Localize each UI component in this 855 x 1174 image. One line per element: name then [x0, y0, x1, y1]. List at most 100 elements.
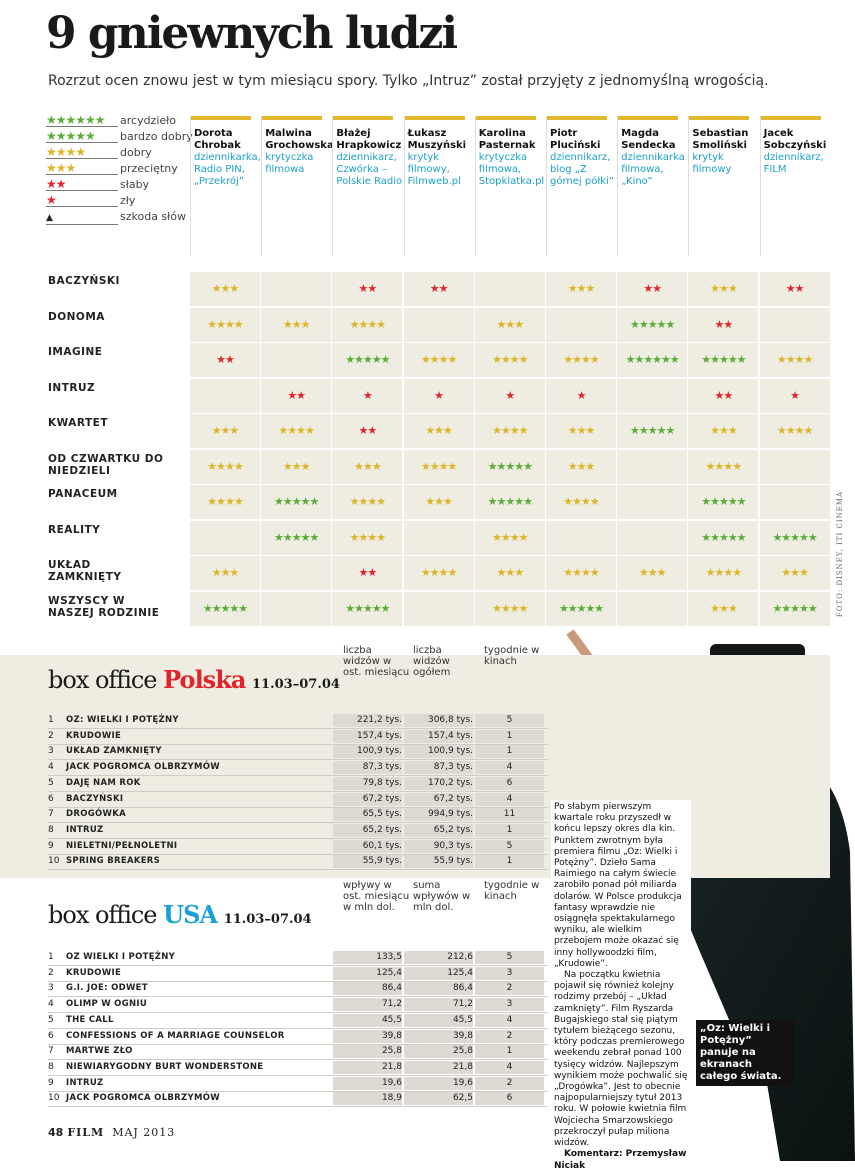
rating [617, 591, 688, 626]
value: 125,4 [404, 966, 473, 980]
row-line [48, 965, 548, 966]
film-title: OZ: WIELKI I POTĘŻNY [66, 715, 179, 725]
rating: ★★★ [759, 556, 830, 590]
value: 5 [475, 839, 544, 853]
rating: ★ [403, 378, 474, 413]
value: 3 [475, 966, 544, 980]
legend-stars: ★★★ [46, 162, 118, 175]
rating [546, 307, 616, 342]
rating: ★★ [688, 378, 759, 413]
value: 100,9 tys. [404, 745, 473, 759]
label: box office [48, 901, 158, 929]
rank: 2 [48, 967, 54, 978]
rating: ★★ [403, 272, 474, 306]
rating: ★★★ [190, 414, 260, 448]
rating: ★★★★★ [688, 485, 759, 519]
rating: ★★★★ [759, 343, 830, 377]
box-office-row: 3 G.I. JOE: ODWET 86,4 86,4 2 [48, 981, 548, 996]
film-title: INTRUZ [66, 1077, 104, 1088]
page-number: 48 [48, 1126, 64, 1139]
paragraph: Po słabym pierwszym kwartale roku przysz… [554, 802, 682, 969]
row-line [48, 1043, 548, 1045]
value: 1 [475, 1045, 544, 1059]
row-line [48, 869, 548, 871]
film-name: UKŁAD ZAMKNIĘTY [48, 559, 122, 583]
value: 157,4 tys. [333, 729, 402, 743]
box-office-row: 2 KRUDOWIE 157,4 tys. 157,4 tys. 1 [48, 729, 548, 744]
critic-description: dziennikarz, FILM [763, 152, 824, 175]
rating: ★★★★★ [759, 520, 830, 555]
value: 45,5 [404, 1013, 473, 1027]
rating: ★★★ [688, 272, 759, 306]
rank: 1 [48, 952, 54, 962]
row-line [48, 1074, 548, 1076]
row-line [48, 790, 548, 792]
row-line [48, 759, 548, 761]
rating: ★★★★★ [474, 449, 545, 484]
value: 212,6 [404, 951, 473, 964]
rating: ★★★ [474, 307, 545, 342]
value: 125,4 [333, 966, 402, 980]
rating: ★★★★ [403, 556, 474, 590]
critic-description: krytyczka filmowa, Stopklatka.pl [478, 152, 545, 187]
value: 87,3 tys. [333, 761, 402, 775]
rating: ★★★ [190, 556, 260, 590]
rating: ★★ [617, 272, 688, 306]
value: 21,8 [333, 1060, 402, 1074]
row-line [48, 980, 548, 982]
critic-name: Malwina Grochowska [265, 128, 334, 151]
legend-label: zły [120, 194, 136, 207]
rating: ★★★ [403, 414, 474, 448]
film-title: UKŁAD ZAMKNIĘTY [66, 746, 162, 757]
film-name: DONOMA [48, 310, 105, 323]
value: 157,4 tys. [404, 729, 473, 743]
value: 55,9 tys. [333, 855, 402, 869]
rank: 8 [48, 1061, 54, 1072]
box-office-row: 4 OLIMP W OGNIU 71,2 71,2 3 [48, 997, 548, 1012]
row-line [48, 996, 548, 998]
critic-bar [404, 116, 465, 120]
rank: 9 [48, 1077, 54, 1088]
film-title: MARTWE ZŁO [66, 1046, 133, 1057]
film-title: JACK POGROMCA OLBRZYMÓW [66, 762, 220, 773]
value: 4 [475, 761, 544, 775]
critic-bar [191, 116, 251, 120]
row-line [48, 853, 548, 855]
rating: ★★ [332, 414, 403, 448]
value: 5 [475, 714, 544, 727]
critic-description: dziennikarz, Czwórka – Polskie Radio [336, 152, 403, 187]
article: Po słabym pierwszym kwartale roku przysz… [551, 800, 691, 1174]
film-title: INTRUZ [66, 824, 104, 835]
subtitle: Rozrzut ocen znowu jest w tym miesiącu s… [48, 73, 769, 89]
rating: ★★★★ [546, 343, 616, 377]
box-office-row: 9 INTRUZ 19,6 19,6 2 [48, 1076, 548, 1091]
film-title: NIEWIARYGODNY BURT WONDERSTONE [66, 1061, 264, 1072]
rank: 2 [48, 730, 54, 741]
value: 39,8 [333, 1029, 402, 1043]
rating: ★★★★★ [474, 485, 545, 519]
value: 994,9 tys. [404, 808, 473, 822]
legend-label: dobry [120, 146, 152, 159]
critic-name: Sebastian Smoliński [692, 128, 749, 151]
rating: ★★★ [190, 272, 260, 306]
film-name: WSZYSCY W NASZEJ RODZINIE [48, 594, 160, 619]
box-office-row: 10 SPRING BREAKERS 55,9 tys. 55,9 tys. 1 [48, 854, 548, 869]
critic-bar [618, 116, 679, 120]
rating: ★★★★ [190, 449, 260, 484]
value: 170,2 tys. [404, 776, 473, 790]
value: 3 [475, 998, 544, 1012]
film-name: OD CZWARTKU DO NIEDZIELI [48, 452, 164, 477]
box-office-title: box office USA 11.03–07.04 [48, 900, 312, 929]
column-header: liczba widzów w ost. miesiącu [343, 645, 410, 678]
rating: ★ [474, 378, 545, 413]
dates: 11.03–07.04 [223, 912, 312, 927]
box-office-row: 7 DROGÓWKA 65,5 tys. 994,9 tys. 11 [48, 807, 548, 822]
rating: ★★★★ [474, 414, 545, 448]
critic-description: krytyk filmowy, Filmweb.pl [407, 152, 461, 187]
dates: 11.03–07.04 [252, 677, 340, 692]
value: 1 [475, 855, 544, 869]
rating [190, 520, 260, 555]
value: 4 [475, 1060, 544, 1074]
box-office-row: 8 INTRUZ 65,2 tys. 65,2 tys. 1 [48, 823, 548, 838]
legend-item: ★★ słaby [46, 178, 149, 194]
